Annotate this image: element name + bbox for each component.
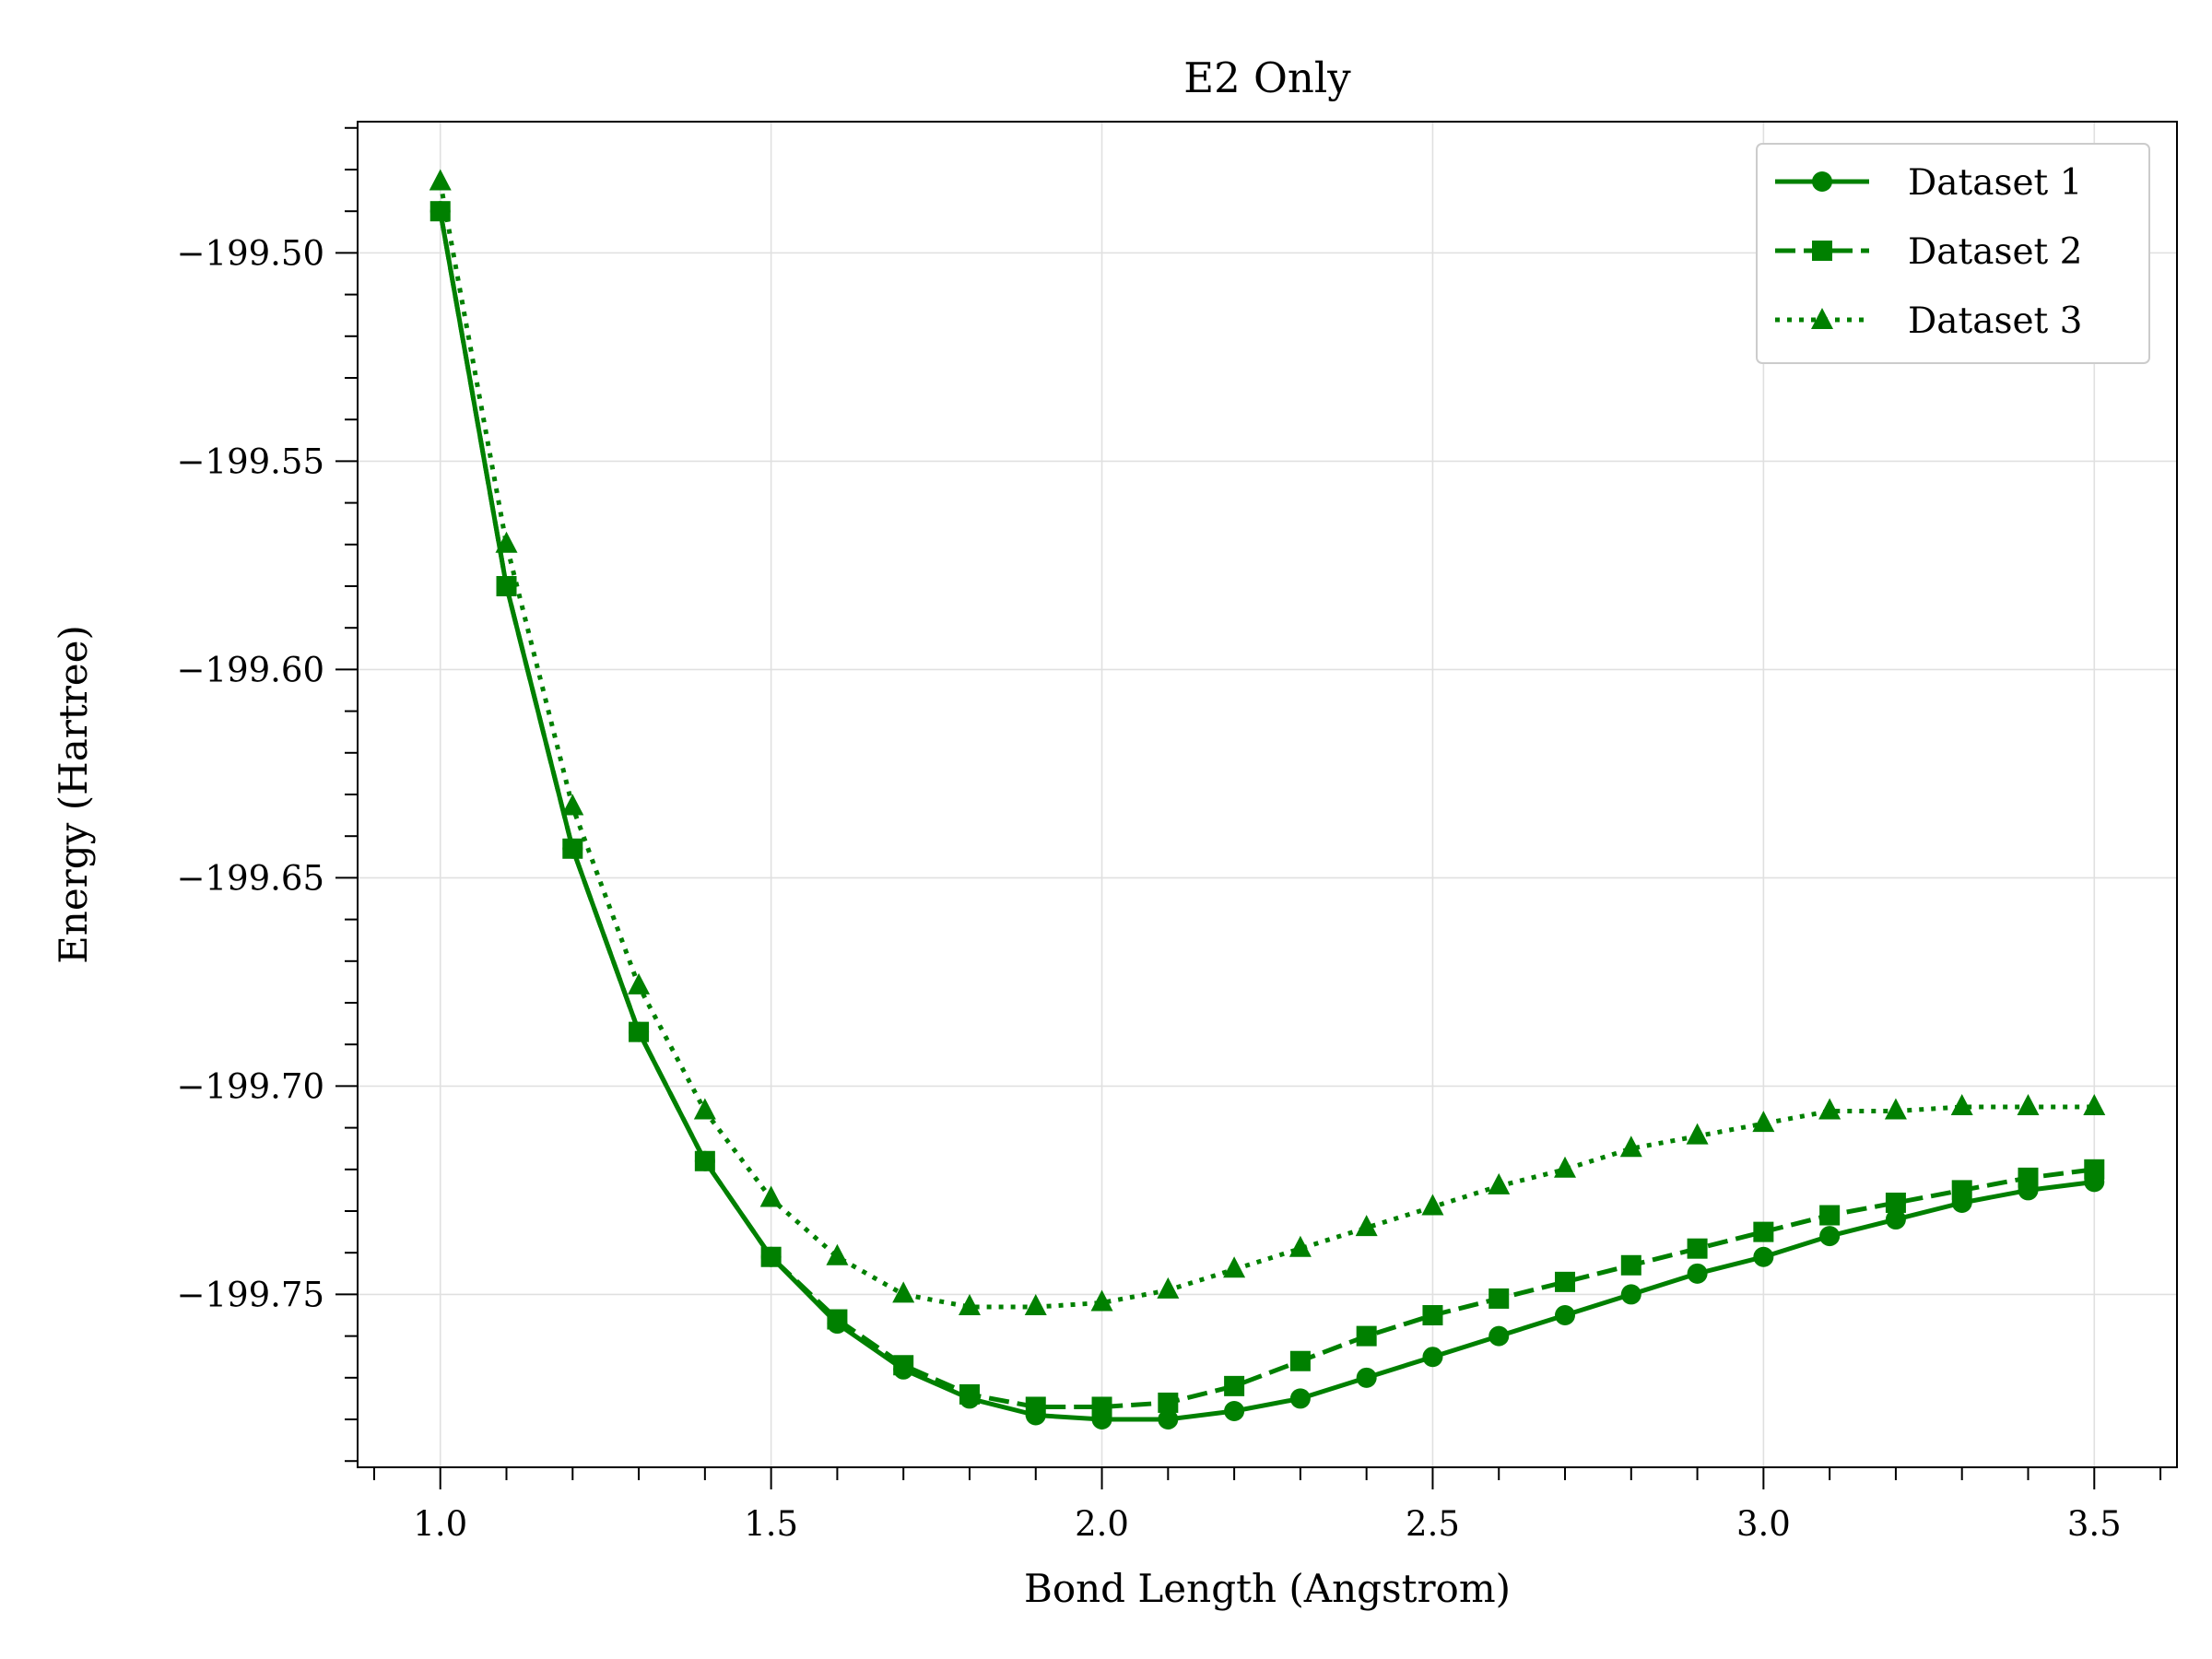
x-tick-label: 2.5 (1406, 1504, 1460, 1544)
chart-title: E2 Only (1183, 53, 1351, 102)
data-point (1555, 1271, 1576, 1292)
data-point (1554, 1156, 1577, 1178)
legend-label-dataset-2: Dataset 2 (1908, 231, 2082, 273)
legend: Dataset 1 Dataset 2 Dataset 3 (1756, 143, 2150, 364)
data-point (827, 1309, 848, 1330)
y-tick-label: −199.50 (177, 233, 324, 273)
data-point (1885, 1209, 1906, 1230)
data-point (1488, 1288, 1510, 1309)
data-point (562, 838, 583, 859)
data-point (1819, 1226, 1841, 1247)
grid (358, 122, 2177, 1467)
series-layer (429, 169, 2106, 1430)
x-axis-label: Bond Length (Angstrom) (1024, 1566, 1511, 1611)
data-point (1687, 1263, 1708, 1284)
data-point (1224, 1375, 1245, 1396)
data-point (893, 1355, 914, 1376)
data-point (2084, 1159, 2105, 1180)
data-point (1356, 1367, 1377, 1388)
data-point (1288, 1235, 1312, 1257)
data-point (959, 1383, 980, 1405)
data-point (561, 794, 584, 816)
legend-marker-dataset-1 (1812, 171, 1832, 192)
x-tick-label: 3.5 (2067, 1504, 2122, 1544)
data-point (495, 531, 518, 553)
x-tick-label: 3.0 (1736, 1504, 1791, 1544)
data-point (1488, 1172, 1511, 1194)
data-point (1555, 1305, 1576, 1326)
data-point (1024, 1293, 1047, 1315)
data-point (1158, 1409, 1179, 1430)
data-point (1157, 1277, 1180, 1299)
data-point (1686, 1123, 1709, 1145)
data-point (1818, 1098, 1841, 1120)
data-point (826, 1243, 849, 1265)
data-point (1819, 1205, 1841, 1226)
legend-label-dataset-3: Dataset 3 (1908, 300, 2082, 342)
data-point (1488, 1325, 1510, 1347)
data-point (1620, 1254, 1641, 1276)
data-point (1090, 1289, 1113, 1312)
data-point (1289, 1388, 1311, 1409)
y-tick-label: −199.70 (177, 1066, 324, 1106)
legend-label-dataset-1: Dataset 1 (1908, 162, 2082, 204)
data-point (1951, 1180, 1972, 1201)
data-point (1289, 1350, 1311, 1371)
y-tick-label: −199.75 (177, 1275, 324, 1314)
data-point (1223, 1256, 1246, 1278)
data-point (628, 972, 651, 994)
series-3 (429, 169, 2106, 1315)
data-point (496, 575, 517, 596)
series-2 (429, 201, 2105, 1418)
axes: 1.0 1.5 2.0 2.5 3.0 3.5 −199.75 −199.70 −199.65 −… (177, 126, 2162, 1544)
legend-marker-dataset-2 (1812, 241, 1832, 261)
data-point (1753, 1246, 1774, 1267)
data-point (1753, 1221, 1774, 1242)
data-point (693, 1098, 716, 1120)
data-point (1950, 1094, 1973, 1116)
data-point (1619, 1135, 1642, 1158)
data-point (1422, 1347, 1443, 1368)
y-tick-label: −199.65 (177, 858, 324, 898)
data-point (1752, 1111, 1775, 1133)
data-point (958, 1293, 981, 1315)
y-axis-label: Energy (Hartree) (51, 625, 96, 964)
data-point (694, 1150, 715, 1171)
data-point (1158, 1392, 1179, 1413)
data-point (1687, 1238, 1708, 1259)
data-point (1091, 1396, 1112, 1418)
legend-marker-dataset-3 (1811, 308, 1833, 329)
x-tick-label: 2.0 (1075, 1504, 1129, 1544)
data-point (629, 1021, 650, 1042)
data-point (429, 169, 452, 191)
y-tick-label: −199.55 (177, 441, 324, 481)
x-tick-label: 1.0 (413, 1504, 467, 1544)
series-line-2 (438, 210, 2095, 1409)
x-tick-label: 1.5 (744, 1504, 798, 1544)
data-point (1620, 1284, 1641, 1305)
data-point (1885, 1192, 1906, 1213)
data-point (1356, 1325, 1377, 1347)
data-point (892, 1281, 915, 1303)
data-point (1025, 1396, 1046, 1418)
data-point (1355, 1215, 1378, 1237)
data-point (1224, 1400, 1245, 1421)
data-point (2017, 1094, 2040, 1116)
y-tick-label: −199.60 (177, 650, 324, 689)
data-point (1422, 1305, 1443, 1326)
data-point (1421, 1194, 1444, 1216)
data-point (760, 1246, 782, 1267)
data-point (1884, 1098, 1907, 1120)
data-point (2018, 1167, 2039, 1188)
legend-box (1756, 143, 2150, 364)
data-point (2083, 1094, 2106, 1116)
data-point (759, 1185, 782, 1207)
